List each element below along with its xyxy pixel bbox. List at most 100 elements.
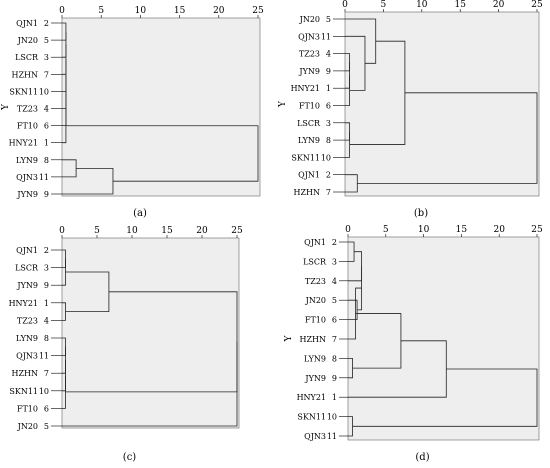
leaf-number: 8	[326, 136, 331, 145]
x-tick-label: 15	[161, 226, 173, 236]
x-tick-label: 5	[98, 6, 104, 16]
dendrogram-link	[62, 375, 66, 409]
leaf-label: HZHN	[293, 188, 320, 197]
x-tick-label: 5	[383, 225, 389, 235]
leaf-label: JYN9	[304, 374, 326, 383]
leaf-label: FT10	[305, 316, 326, 325]
leaf-label: SKN11	[9, 387, 38, 396]
leaf-number: 1	[326, 84, 331, 93]
leaf-number: 7	[44, 369, 49, 378]
x-tick-label: 15	[456, 225, 468, 235]
x-tick-label: 10	[418, 225, 430, 235]
leaf-number: 3	[326, 119, 331, 128]
leaf-label: LSCR	[303, 257, 327, 266]
leaf-number: 11	[327, 432, 337, 441]
x-tick-label: 10	[135, 6, 147, 16]
leaf-label: TZ23	[305, 277, 326, 286]
leaf-number: 6	[326, 102, 331, 111]
y-axis-label: Y	[284, 334, 294, 342]
leaf-number: 9	[44, 190, 49, 199]
leaf-label: JN20	[17, 36, 38, 45]
dendrogram-link	[62, 108, 67, 144]
x-tick-label: 0	[59, 226, 65, 236]
x-tick-label: 25	[531, 0, 543, 10]
plot-area-3	[61, 237, 240, 429]
leaf-number: 4	[44, 105, 49, 114]
leaf-label: QJN1	[16, 19, 38, 28]
dendrogram-link	[345, 75, 351, 106]
leaf-label: JYN9	[16, 281, 38, 290]
x-tick-label: 20	[196, 226, 208, 236]
x-tick-label: 25	[231, 226, 243, 236]
leaf-label: SKN11	[297, 413, 326, 422]
leaf-label: LYN9	[304, 354, 326, 363]
panel-caption: (c)	[123, 452, 137, 463]
leaf-label: HZHN	[11, 369, 38, 378]
leaf-number: 2	[44, 246, 49, 255]
leaf-label: LYN9	[16, 334, 38, 343]
leaf-number: 5	[44, 36, 49, 45]
leaf-number: 4	[332, 277, 337, 286]
dendrogram-link	[357, 266, 363, 311]
leaf-number: 9	[326, 67, 331, 76]
leaf-label: LYN9	[16, 156, 38, 165]
leaf-label: QJN3	[298, 32, 320, 41]
plot-area-1	[61, 17, 261, 197]
leaf-number: 3	[44, 53, 49, 62]
leaf-label: SKN11	[291, 153, 320, 162]
panel-caption: (d)	[415, 452, 429, 463]
leaf-label: LSCR	[297, 119, 321, 128]
leaf-label: QJN3	[304, 432, 326, 441]
plot-area-4	[347, 236, 540, 441]
leaf-label: TZ23	[17, 105, 38, 114]
panel-caption: (b)	[414, 208, 428, 219]
leaf-number: 5	[44, 422, 49, 431]
leaf-number: 6	[44, 404, 49, 413]
leaf-label: HNY21	[291, 84, 320, 93]
leaf-label: TZ23	[299, 50, 320, 59]
leaf-number: 11	[39, 173, 49, 182]
leaf-number: 10	[39, 87, 49, 96]
y-axis-label: Y	[278, 100, 288, 108]
leaf-number: 10	[39, 387, 49, 396]
dendrogram-link	[352, 368, 538, 427]
x-tick-label: 25	[531, 225, 543, 235]
x-tick-label: 0	[59, 6, 65, 16]
y-axis-label: Y	[1, 103, 11, 111]
leaf-label: JYN9	[16, 190, 38, 199]
leaf-number: 2	[326, 171, 331, 180]
leaf-number: 1	[44, 139, 49, 148]
x-tick-label: 5	[94, 226, 100, 236]
dendrogram-link	[357, 92, 538, 184]
x-tick-label: 0	[342, 0, 348, 10]
leaf-number: 1	[44, 299, 49, 308]
x-tick-label: 15	[454, 0, 466, 10]
leaf-label: HNY21	[9, 299, 38, 308]
leaf-label: HNY21	[9, 139, 38, 148]
x-tick-label: 0	[345, 225, 351, 235]
leaf-number: 2	[332, 238, 337, 247]
leaf-label: HZHN	[299, 335, 326, 344]
leaf-number: 7	[326, 188, 331, 197]
leaf-label: JN20	[299, 15, 320, 24]
leaf-number: 7	[332, 335, 337, 344]
leaf-label: SKN11	[9, 87, 38, 96]
leaf-label: JYN9	[298, 67, 320, 76]
leaf-label: QJN1	[304, 238, 326, 247]
leaf-number: 8	[44, 156, 49, 165]
leaf-number: 10	[321, 153, 331, 162]
x-tick-label: 20	[493, 225, 505, 235]
panel-caption: (a)	[133, 208, 147, 219]
dendrogram-link	[65, 125, 259, 182]
leaf-number: 3	[332, 257, 337, 266]
leaf-number: 11	[39, 352, 49, 361]
leaf-number: 9	[332, 374, 337, 383]
leaf-label: FT10	[299, 102, 320, 111]
leaf-label: TZ23	[17, 316, 38, 325]
x-tick-label: 10	[126, 226, 138, 236]
leaf-label: QJN3	[16, 173, 38, 182]
leaf-number: 3	[44, 264, 49, 273]
x-tick-label: 5	[381, 0, 387, 10]
leaf-number: 7	[44, 70, 49, 79]
